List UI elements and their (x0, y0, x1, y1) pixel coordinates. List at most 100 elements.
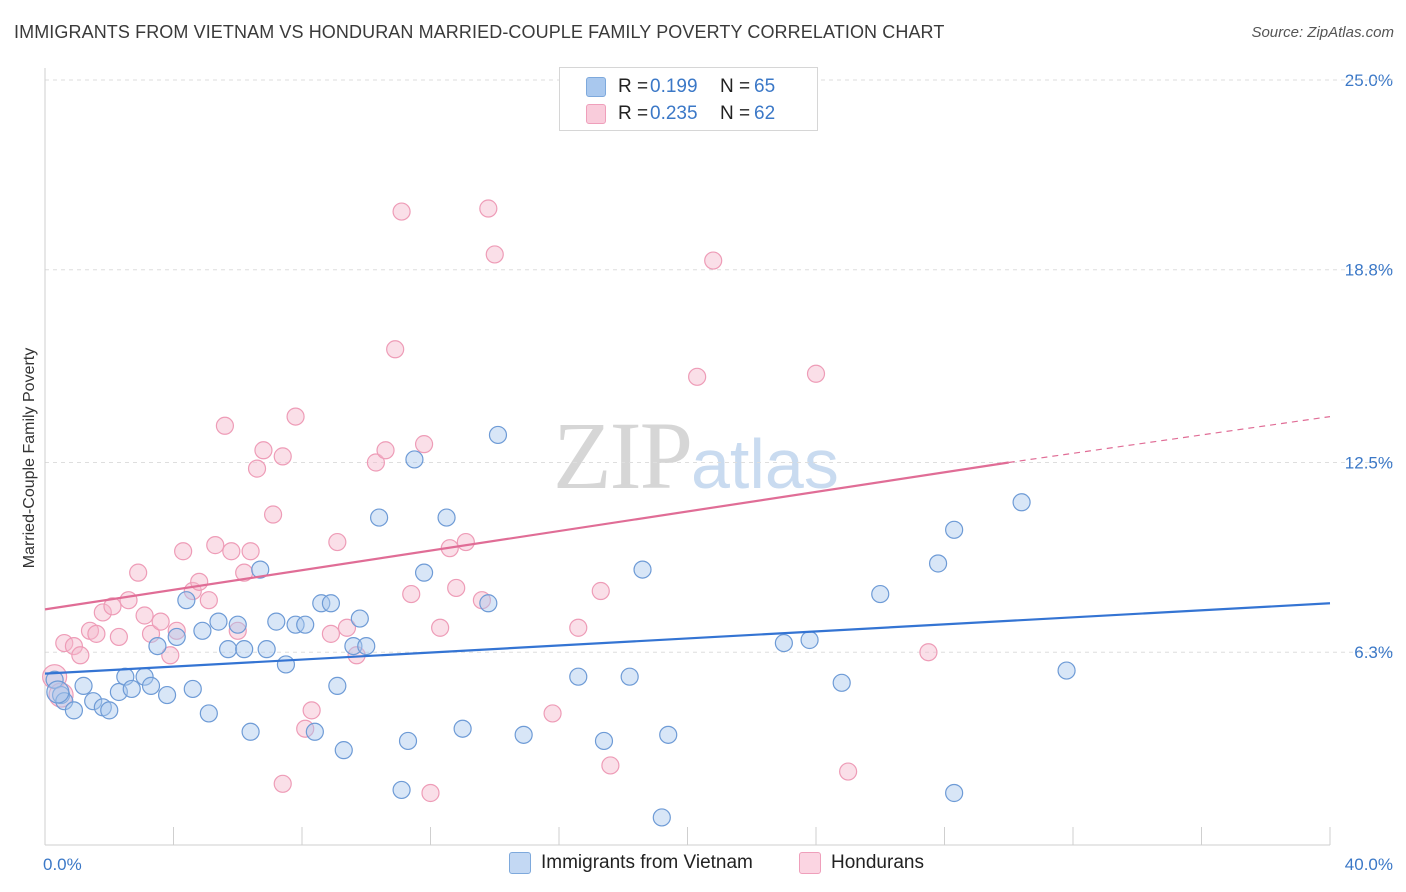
vietnam-point (1057, 661, 1076, 680)
legend-n-label: N = (720, 103, 751, 124)
vietnam-point (832, 673, 851, 692)
honduran-point (386, 340, 405, 359)
honduran-point (263, 505, 283, 524)
vietnam-point (312, 594, 331, 613)
honduran-point (456, 532, 475, 552)
honduran-point (87, 624, 106, 643)
honduran-point (591, 581, 610, 601)
honduran-point (414, 435, 434, 454)
chart-title: IMMIGRANTS FROM VIETNAM VS HONDURAN MARR… (14, 22, 945, 42)
vietnam-point (871, 584, 890, 604)
honduran-point (601, 756, 620, 775)
honduran-point (119, 591, 138, 610)
vietnam-point (405, 450, 424, 469)
series-legend-honduran[interactable]: Hondurans (799, 852, 924, 874)
vietnam-point (437, 508, 456, 527)
vietnam-point (357, 636, 376, 656)
vietnam-point (652, 808, 671, 827)
honduran-point (376, 441, 395, 460)
series-legend: Immigrants from Vietnam Hondurans (0, 852, 1406, 878)
legend-swatch-vietnam (586, 77, 606, 97)
vietnam-point (235, 640, 254, 659)
vietnam-point (414, 563, 434, 582)
vietnam-point (141, 676, 161, 695)
honduran-point (806, 364, 826, 383)
honduran-point (199, 591, 218, 610)
honduran-point (215, 416, 234, 435)
honduran-point (135, 606, 154, 625)
series-legend-vietnam-label: Immigrants from Vietnam (541, 852, 753, 873)
honduran-point (919, 643, 938, 662)
honduran-point (93, 603, 112, 622)
vietnam-point (148, 636, 167, 656)
vietnam-point (398, 731, 418, 751)
vietnam-point (479, 594, 498, 613)
honduran-point (543, 704, 562, 723)
vietnam-point (46, 680, 70, 704)
legend-row-honduran: R = 0.235 N = 62 (586, 102, 775, 126)
legend-r-label: R = (618, 76, 649, 97)
vietnam-point (257, 640, 276, 659)
vietnam-point (286, 615, 305, 634)
honduran-point (254, 441, 273, 460)
honduran-point (402, 584, 421, 604)
vietnam-point (774, 633, 793, 653)
vietnam-point (64, 701, 84, 720)
honduran-point (688, 367, 707, 386)
honduran-point (328, 532, 347, 552)
vietnam-point (659, 725, 678, 744)
honduran-point (64, 636, 84, 656)
legend-n-value: 65 (754, 76, 776, 97)
legend-r-value: 0.199 (650, 76, 698, 97)
honduran-point (109, 627, 128, 647)
y-tick-label: 6.3% (1354, 643, 1393, 662)
legend-row-vietnam: R = 0.199 N = 65 (586, 75, 775, 99)
series-legend-vietnam[interactable]: Immigrants from Vietnam (509, 852, 753, 874)
vietnam-point (945, 783, 964, 803)
vietnam-point (514, 725, 533, 744)
y-tick-label: 18.8% (1345, 261, 1393, 280)
vietnam-point (122, 679, 141, 699)
honduran-point (485, 245, 504, 264)
honduran-point (222, 542, 241, 561)
vietnam-point (183, 679, 202, 699)
legend-r-value: 0.235 (650, 103, 698, 124)
honduran-point (392, 202, 411, 221)
honduran-point (704, 251, 723, 270)
y-tick-label: 12.5% (1345, 454, 1393, 473)
vietnam-point (199, 704, 218, 723)
vietnam-point (569, 667, 588, 686)
honduran-point (103, 597, 122, 616)
vietnam-point (928, 554, 948, 573)
vietnam-point (193, 621, 212, 640)
vietnam-point (453, 719, 472, 738)
honduran-point (479, 199, 498, 218)
vietnam-point (594, 731, 614, 751)
vietnam-point (488, 425, 508, 445)
vietnam-point (344, 636, 363, 656)
honduran-trendline-extension (1008, 416, 1331, 464)
source-label: Source: ZipAtlas.com (1251, 24, 1394, 41)
legend-r-label: R = (618, 103, 649, 124)
honduran-point (241, 542, 260, 561)
honduran-point (206, 536, 225, 555)
honduran-point (247, 459, 267, 478)
vietnam-point (945, 520, 964, 539)
honduran-point (161, 646, 180, 665)
honduran-point (71, 646, 90, 665)
honduran-point (302, 701, 321, 720)
vietnam-point (228, 615, 247, 634)
correlation-legend: R = 0.199 N = 65 R = 0.235 N = 62 (559, 67, 818, 131)
vietnam-point (84, 692, 103, 711)
vietnam-point (276, 655, 296, 674)
vietnam-point (267, 612, 286, 631)
vietnam-point (209, 612, 228, 631)
honduran-point (431, 618, 450, 637)
vietnam-point (157, 685, 177, 705)
watermark-atlas: atlas (691, 425, 839, 503)
vietnam-point (241, 722, 260, 741)
honduran-point (286, 407, 305, 426)
vietnam-point (305, 722, 324, 741)
honduran-point (447, 578, 466, 598)
